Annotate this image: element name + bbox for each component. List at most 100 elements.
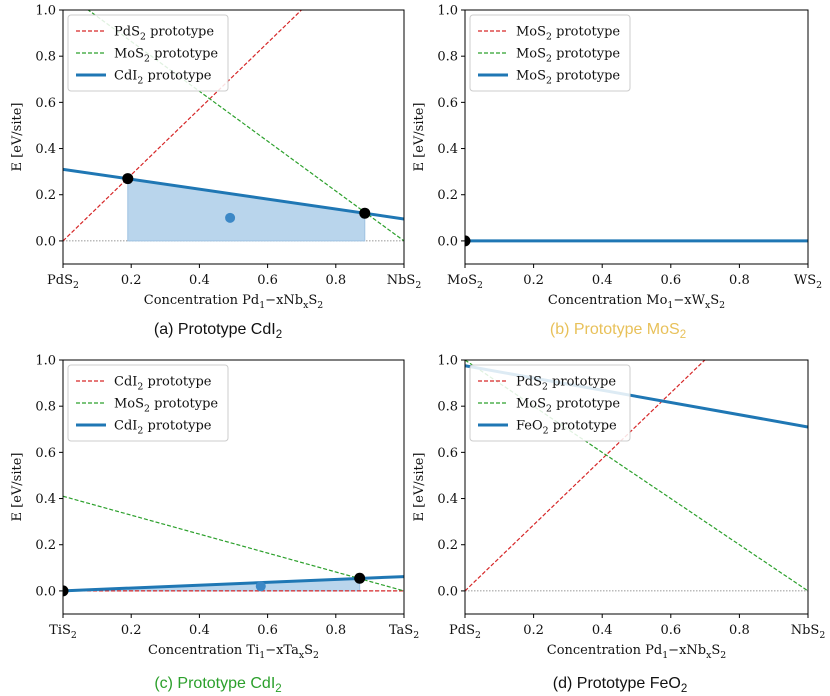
panel-caption: (a) Prototype CdI2 (154, 321, 282, 341)
y-tick-label: 0.0 (437, 234, 458, 249)
plot-area (63, 495, 404, 597)
legend: MoS2 prototype MoS2 prototype MoS2 prototy… (469, 14, 631, 92)
legend: PdS2 prototype MoS2 prototype FeO2 prototy… (469, 364, 631, 442)
x-tick-label: 0.8 (325, 273, 346, 288)
x-axis-label: Concentration Pd1−xNbxS2 (547, 643, 727, 661)
y-axis-label: E [eV/site] (10, 453, 25, 522)
x-tick-label: 0.8 (729, 623, 750, 638)
legend-entry: MoS2 prototype (516, 47, 620, 65)
y-tick-label: 0.8 (35, 400, 56, 415)
y-tick-label: 1.0 (437, 354, 458, 369)
x-tick-label: 0.4 (592, 273, 613, 288)
y-tick-label: 0.8 (35, 50, 56, 65)
x-tick-label: 0.6 (660, 273, 681, 288)
legend-entry: MoS2 prototype (516, 69, 620, 87)
x-tick-label: WS2 (794, 273, 822, 291)
legend-entry: MoS2 prototype (114, 397, 218, 415)
legend: CdI2 prototype MoS2 prototype CdI2 prototy… (67, 364, 229, 442)
x-tick-label: 0.4 (592, 623, 613, 638)
panel-caption: (b) Prototype MoS2 (550, 321, 686, 341)
legend-entry: CdI2 prototype (114, 375, 212, 393)
x-tick-label: PdS2 (47, 273, 79, 291)
panel-caption: (c) Prototype CdI2 (154, 675, 281, 695)
legend-entry: PdS2 prototype (516, 375, 616, 393)
legend-box (469, 14, 631, 92)
series-line-1 (87, 10, 404, 242)
y-tick-label: 0.2 (35, 188, 56, 203)
x-tick-label: MoS2 (447, 273, 483, 291)
y-tick-label: 0.2 (437, 188, 458, 203)
series-line-2 (63, 167, 404, 221)
plot-area (465, 235, 808, 247)
x-tick-label: 0.6 (660, 623, 681, 638)
hull-point (359, 207, 371, 219)
y-tick-label: 0.4 (437, 142, 458, 157)
y-tick-label: 0.2 (35, 538, 56, 553)
axes-frame (62, 359, 405, 615)
y-tick-label: 0.2 (437, 538, 458, 553)
x-tick-label: 0.2 (121, 273, 142, 288)
y-tick-label: 1.0 (35, 4, 56, 19)
y-tick-label: 0.0 (35, 584, 56, 599)
legend-box (67, 14, 229, 92)
x-axis-label: Concentration Pd1−xNbxS2 (144, 293, 324, 311)
hull-point (63, 585, 69, 597)
hull-point (354, 572, 366, 584)
y-tick-label: 0.8 (437, 50, 458, 65)
legend-entry: CdI2 prototype (114, 69, 212, 87)
x-tick-label: 0.8 (729, 273, 750, 288)
axes-frame (464, 359, 809, 615)
legend-box (67, 364, 229, 442)
y-tick-label: 0.4 (437, 492, 458, 507)
blue-point (225, 212, 236, 223)
x-tick-label: 0.2 (523, 623, 544, 638)
legend-entry: MoS2 prototype (516, 397, 620, 415)
legend: PdS2 prototype MoS2 prototype CdI2 prototy… (67, 14, 229, 92)
x-tick-label: 0.6 (257, 623, 278, 638)
x-tick-label: TaS2 (389, 623, 419, 641)
panel-c: 0.0 0.2 0.4 0.6 0.8 1.0 TiS2 0.2 0.4 0.6 0.8 TaS2 Co… (10, 354, 419, 696)
legend-entry: CdI2 prototype (114, 419, 212, 437)
legend-box (469, 364, 631, 442)
plot-area (63, 10, 404, 242)
series-line-1 (63, 495, 404, 592)
x-tick-label: 0.2 (121, 623, 142, 638)
x-tick-label: TiS2 (49, 623, 77, 641)
x-tick-label: NbS2 (791, 623, 826, 641)
hull-point (122, 173, 134, 185)
y-tick-label: 0.6 (35, 446, 56, 461)
x-axis-label: Concentration Mo1−xWxS2 (548, 293, 725, 311)
series-line-0 (465, 360, 706, 592)
hull-point (465, 235, 471, 247)
y-tick-label: 1.0 (437, 4, 458, 19)
legend-entry: FeO2 prototype (516, 419, 617, 437)
blue-point (255, 581, 266, 592)
y-tick-label: 0.0 (437, 584, 458, 599)
x-tick-label: 0.6 (257, 273, 278, 288)
x-tick-label: PdS2 (449, 623, 481, 641)
legend-entry: MoS2 prototype (114, 47, 218, 65)
x-tick-label: 0.4 (189, 273, 210, 288)
y-axis-label: E [eV/site] (412, 453, 427, 522)
y-tick-label: 1.0 (35, 354, 56, 369)
x-axis-label: Concentration Ti1−xTaxS2 (148, 643, 319, 661)
y-tick-label: 0.8 (437, 400, 458, 415)
hull-region (127, 177, 366, 242)
y-tick-label: 0.6 (437, 96, 458, 111)
y-tick-label: 0.6 (35, 96, 56, 111)
y-tick-label: 0.4 (35, 492, 56, 507)
y-axis-label: E [eV/site] (10, 103, 25, 172)
panel-d: 0.0 0.2 0.4 0.6 0.8 1.0 PdS2 0.2 0.4 0.6 0.8 NbS2 Co… (412, 354, 826, 696)
series-line-2 (63, 575, 404, 593)
panel-caption: (d) Prototype FeO2 (553, 675, 687, 695)
y-tick-label: 0.0 (35, 234, 56, 249)
panel-a: 0.0 0.2 0.4 0.6 0.8 1.0 PdS2 0.2 0.4 0.6 0.8 NbS2 Co… (10, 4, 422, 342)
x-tick-label: 0.8 (325, 623, 346, 638)
x-tick-label: NbS2 (387, 273, 422, 291)
axes-frame (464, 9, 809, 265)
panel-b: 0.0 0.2 0.4 0.6 0.8 1.0 MoS2 0.2 0.4 0.6 0.8 WS2 Con… (412, 4, 822, 342)
axes-frame (62, 9, 405, 265)
series-line-0 (63, 10, 303, 242)
y-axis-label: E [eV/site] (412, 103, 427, 172)
